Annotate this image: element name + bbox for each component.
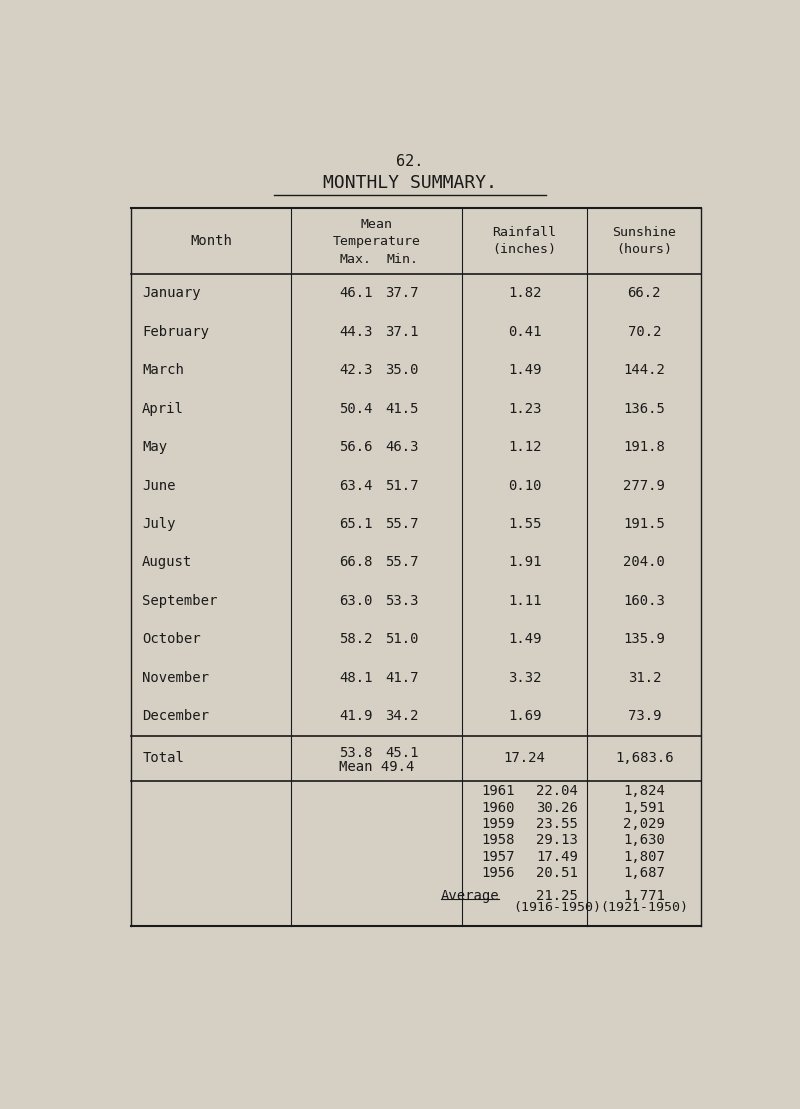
Text: 1.55: 1.55	[508, 517, 542, 531]
Text: 1961: 1961	[482, 784, 515, 798]
Text: August: August	[142, 556, 193, 569]
Text: 1,683.6: 1,683.6	[615, 752, 674, 765]
Text: 1,771: 1,771	[623, 889, 666, 903]
Text: 1.11: 1.11	[508, 594, 542, 608]
Text: 44.3: 44.3	[339, 325, 373, 338]
Text: 0.10: 0.10	[508, 478, 542, 492]
Text: 191.8: 191.8	[623, 440, 666, 454]
Text: Rainfall
(inches): Rainfall (inches)	[493, 226, 557, 256]
Text: Mean: Mean	[360, 218, 392, 231]
Text: 51.7: 51.7	[386, 478, 419, 492]
Text: 42.3: 42.3	[339, 363, 373, 377]
Text: 30.26: 30.26	[536, 801, 578, 815]
Text: 29.13: 29.13	[536, 833, 578, 847]
Text: 56.6: 56.6	[339, 440, 373, 454]
Text: 1956: 1956	[482, 866, 515, 881]
Text: 35.0: 35.0	[386, 363, 419, 377]
Text: 53.3: 53.3	[386, 594, 419, 608]
Text: January: January	[142, 286, 201, 301]
Text: 50.4: 50.4	[339, 401, 373, 416]
Text: 2,029: 2,029	[623, 817, 666, 831]
Text: 23.55: 23.55	[536, 817, 578, 831]
Text: 3.32: 3.32	[508, 671, 542, 685]
Text: 1.12: 1.12	[508, 440, 542, 454]
Text: 46.3: 46.3	[386, 440, 419, 454]
Text: 135.9: 135.9	[623, 632, 666, 647]
Text: April: April	[142, 401, 184, 416]
Text: 1.69: 1.69	[508, 710, 542, 723]
Text: 1,630: 1,630	[623, 833, 666, 847]
Text: 0.41: 0.41	[508, 325, 542, 338]
Text: 1.49: 1.49	[508, 632, 542, 647]
Text: 48.1: 48.1	[339, 671, 373, 685]
Text: 31.2: 31.2	[628, 671, 661, 685]
Text: 70.2: 70.2	[628, 325, 661, 338]
Text: 277.9: 277.9	[623, 478, 666, 492]
Text: 160.3: 160.3	[623, 594, 666, 608]
Text: 63.4: 63.4	[339, 478, 373, 492]
Text: 45.1: 45.1	[386, 746, 419, 760]
Text: Sunshine
(hours): Sunshine (hours)	[612, 226, 676, 256]
Text: 1.91: 1.91	[508, 556, 542, 569]
Text: November: November	[142, 671, 209, 685]
Text: 51.0: 51.0	[386, 632, 419, 647]
Text: 1,591: 1,591	[623, 801, 666, 815]
Text: 65.1: 65.1	[339, 517, 373, 531]
Text: 41.5: 41.5	[386, 401, 419, 416]
Text: 1957: 1957	[482, 849, 515, 864]
Text: 1.23: 1.23	[508, 401, 542, 416]
Text: 63.0: 63.0	[339, 594, 373, 608]
Text: Max.: Max.	[340, 253, 372, 266]
Text: June: June	[142, 478, 176, 492]
Text: October: October	[142, 632, 201, 647]
Text: (1916-1950): (1916-1950)	[513, 901, 601, 914]
Text: 66.8: 66.8	[339, 556, 373, 569]
Text: 58.2: 58.2	[339, 632, 373, 647]
Text: 144.2: 144.2	[623, 363, 666, 377]
Text: May: May	[142, 440, 167, 454]
Text: 62.: 62.	[396, 154, 424, 170]
Text: 1,824: 1,824	[623, 784, 666, 798]
Text: 37.7: 37.7	[386, 286, 419, 301]
Text: 37.1: 37.1	[386, 325, 419, 338]
Text: 191.5: 191.5	[623, 517, 666, 531]
Text: 55.7: 55.7	[386, 517, 419, 531]
Text: 73.9: 73.9	[628, 710, 661, 723]
Text: 20.51: 20.51	[536, 866, 578, 881]
Text: Mean 49.4: Mean 49.4	[338, 760, 414, 774]
Text: 1959: 1959	[482, 817, 515, 831]
Text: MONTHLY SUMMARY.: MONTHLY SUMMARY.	[323, 174, 497, 192]
Text: 17.24: 17.24	[504, 752, 546, 765]
Text: 1.49: 1.49	[508, 363, 542, 377]
Text: July: July	[142, 517, 176, 531]
Text: September: September	[142, 594, 218, 608]
Text: 46.1: 46.1	[339, 286, 373, 301]
Text: Total: Total	[142, 752, 184, 765]
Text: Average: Average	[441, 889, 499, 903]
Text: December: December	[142, 710, 209, 723]
Text: Month: Month	[190, 234, 232, 248]
Text: (1921-1950): (1921-1950)	[600, 901, 688, 914]
Text: 41.7: 41.7	[386, 671, 419, 685]
Text: 53.8: 53.8	[339, 746, 373, 760]
Text: 66.2: 66.2	[628, 286, 661, 301]
Text: 1.82: 1.82	[508, 286, 542, 301]
Text: 55.7: 55.7	[386, 556, 419, 569]
Text: 204.0: 204.0	[623, 556, 666, 569]
Text: March: March	[142, 363, 184, 377]
Text: 34.2: 34.2	[386, 710, 419, 723]
Text: 41.9: 41.9	[339, 710, 373, 723]
Text: 1,807: 1,807	[623, 849, 666, 864]
Text: February: February	[142, 325, 209, 338]
Text: 17.49: 17.49	[536, 849, 578, 864]
Text: Temperature: Temperature	[332, 234, 420, 247]
Text: 22.04: 22.04	[536, 784, 578, 798]
Text: 1958: 1958	[482, 833, 515, 847]
Text: 21.25: 21.25	[536, 889, 578, 903]
Text: 1960: 1960	[482, 801, 515, 815]
Text: 136.5: 136.5	[623, 401, 666, 416]
Text: Min.: Min.	[386, 253, 418, 266]
Text: 1,687: 1,687	[623, 866, 666, 881]
